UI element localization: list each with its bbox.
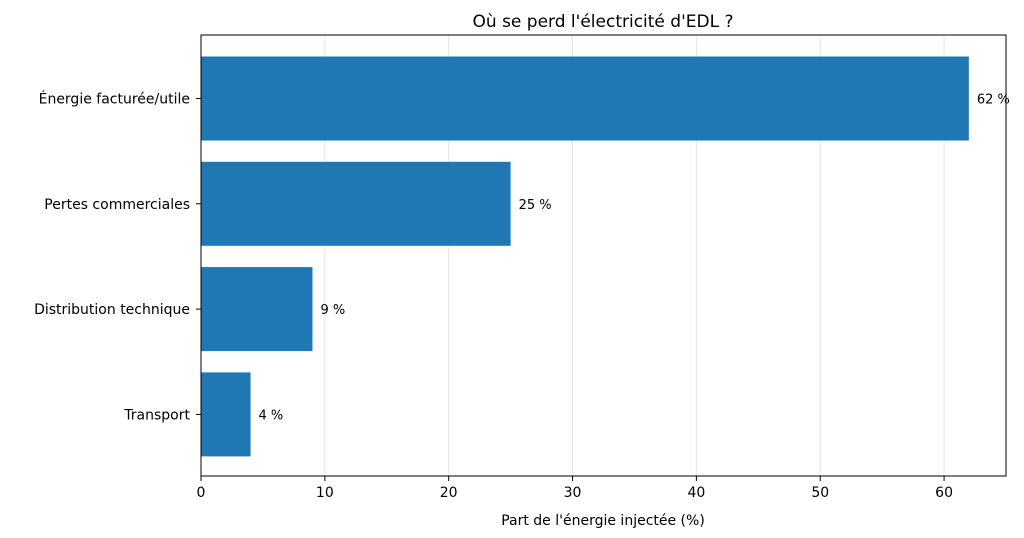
data-label: 62 % [977, 93, 1010, 108]
plot-frame [200, 34, 1007, 477]
data-label: 4 % [259, 408, 284, 423]
x-axis-ticks: 0 10 20 30 40 50 60 [197, 476, 953, 501]
bar [201, 161, 511, 246]
data-labels: 62 % 25 % 9 % 4 % [259, 93, 1010, 424]
x-tick-label: 40 [687, 485, 705, 501]
y-tick-label: Énergie facturée/utile [39, 91, 190, 108]
data-label: 25 % [519, 198, 552, 213]
y-tick-label: Transport [123, 407, 190, 423]
chart-title: Où se perd l'électricité d'EDL ? [473, 12, 734, 32]
bar [201, 267, 313, 352]
x-axis-label: Part de l'énergie injectée (%) [501, 513, 705, 529]
y-tick-label: Pertes commerciales [44, 197, 190, 213]
bar [201, 56, 969, 141]
x-tick-label: 60 [935, 485, 953, 501]
x-tick-label: 0 [197, 485, 206, 501]
x-tick-label: 30 [564, 485, 582, 501]
y-axis-ticks: Énergie facturée/utile Pertes commerciale… [34, 91, 201, 423]
bar [201, 372, 251, 457]
data-label: 9 % [320, 303, 345, 318]
y-tick-label: Distribution technique [34, 302, 190, 318]
x-tick-label: 20 [440, 485, 458, 501]
bars [201, 56, 969, 457]
x-tick-label: 50 [811, 485, 829, 501]
x-tick-label: 10 [316, 485, 334, 501]
